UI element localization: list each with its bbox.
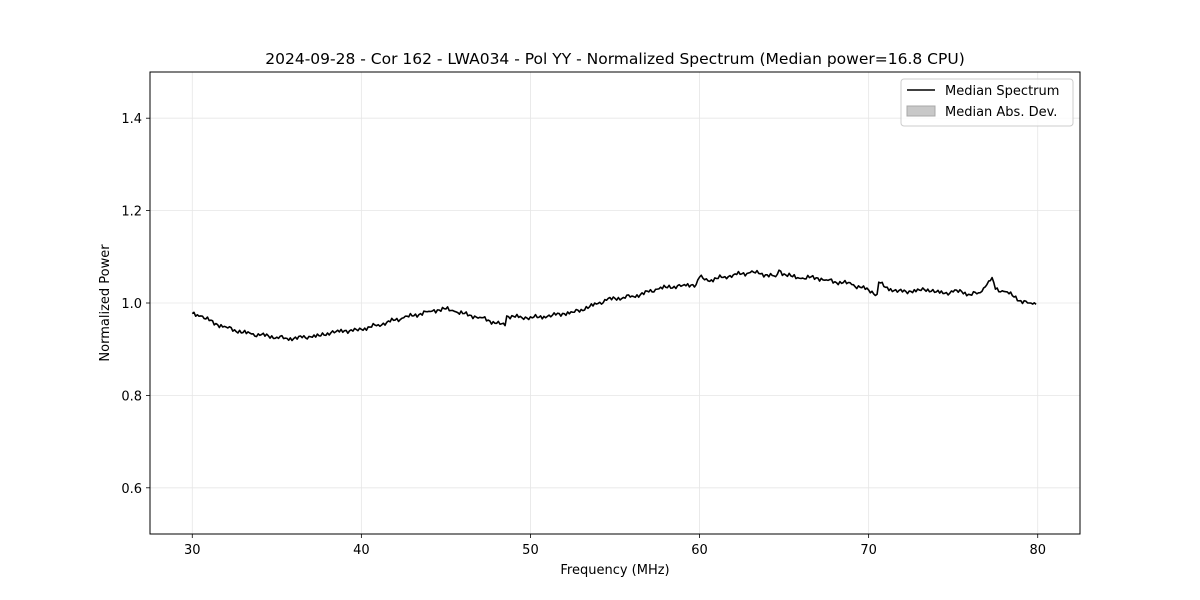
chart-title: 2024-09-28 - Cor 162 - LWA034 - Pol YY -… (265, 50, 965, 68)
x-tick-label: 40 (353, 543, 370, 558)
legend-band-swatch (906, 105, 936, 117)
x-axis-label: Frequency (MHz) (560, 563, 669, 578)
x-tick-label: 60 (691, 543, 708, 558)
x-tick-label: 50 (522, 543, 539, 558)
median-spectrum-line (191, 269, 1037, 342)
legend-label-median-spectrum: Median Spectrum (945, 84, 1059, 99)
legend-label-median-abs-dev: Median Abs. Dev. (945, 105, 1057, 120)
x-tick-label: 30 (184, 543, 201, 558)
legend-box (900, 78, 1074, 127)
y-axis-label: Normalized Power (98, 244, 113, 362)
y-tick-label: 0.8 (121, 389, 142, 404)
x-tick-label: 80 (1029, 543, 1046, 558)
x-tick-label: 70 (860, 543, 877, 558)
y-tick-label: 0.6 (121, 482, 142, 497)
legend: Median Spectrum Median Abs. Dev. (900, 78, 1074, 127)
axis-ticks: 30 40 50 60 70 80 0.6 0.8 1.0 1.2 1.4 (121, 112, 1046, 558)
series-layer (191, 269, 1037, 342)
y-tick-label: 1.4 (121, 112, 142, 127)
y-tick-label: 1.2 (121, 205, 142, 220)
y-tick-label: 1.0 (121, 297, 142, 312)
